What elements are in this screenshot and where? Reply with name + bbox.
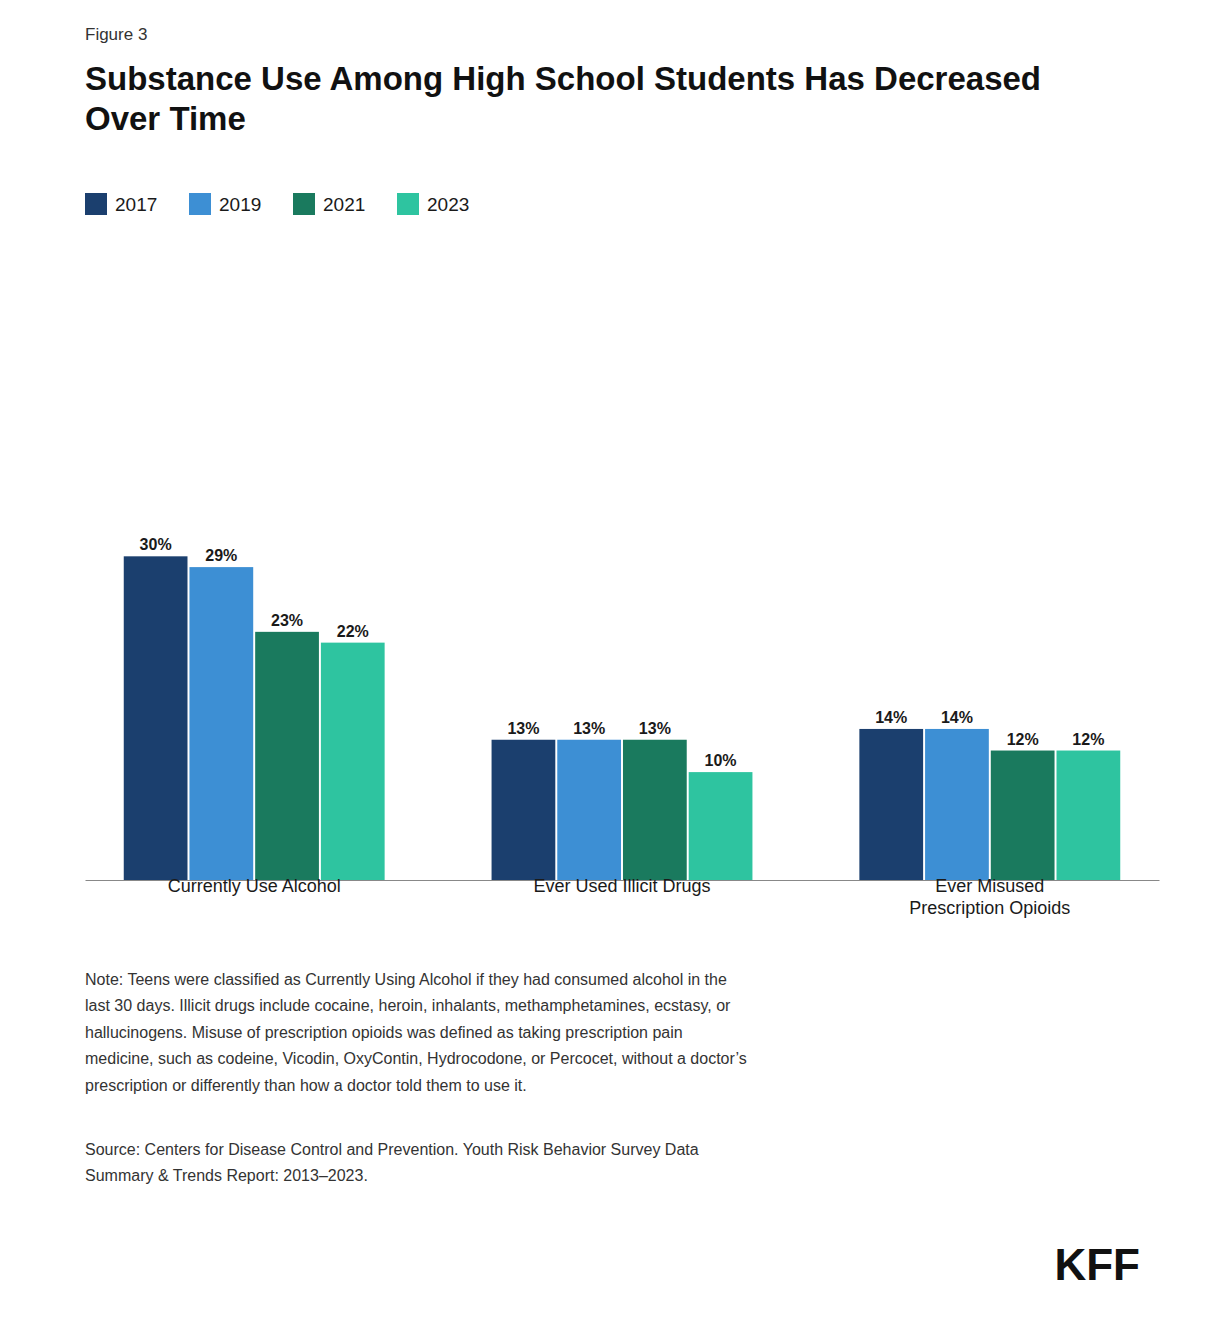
bar (859, 729, 923, 880)
legend-swatch (293, 193, 315, 215)
data-label: 13% (507, 720, 539, 737)
data-label: 22% (337, 623, 369, 640)
text-line: Ever Used Illicit Drugs (533, 876, 710, 896)
legend-label: 2023 (427, 194, 469, 215)
text-line: Ever Misused (935, 876, 1044, 896)
text-line: Over Time (85, 100, 246, 137)
data-labels: 30% 13% 14% 29% 13% 14% 23% 13% 12% 22% 10% 12% (140, 536, 1105, 769)
x-tick: Ever Used Illicit Drugs (533, 876, 710, 896)
legend-item: 2019 (189, 193, 261, 215)
text-line: last 30 days. Illicit drugs include coca… (85, 997, 731, 1014)
figure-label: Figure 3 (85, 25, 147, 44)
bar (321, 643, 385, 880)
source: Source: Centers for Disease Control and … (85, 1141, 699, 1184)
title: Substance Use Among High School Students… (85, 60, 1041, 137)
legend-item: 2021 (293, 193, 365, 215)
data-label: 13% (639, 720, 671, 737)
text-line: medicine, such as codeine, Vicodin, OxyC… (85, 1050, 747, 1067)
legend-swatch (397, 193, 419, 215)
legend-swatch (189, 193, 211, 215)
data-label: 13% (573, 720, 605, 737)
text-line: Substance Use Among High School Students… (85, 60, 1041, 97)
legend-label: 2017 (115, 194, 157, 215)
x-tick-label: Currently Use Alcohol (168, 876, 341, 896)
data-label: 12% (1007, 731, 1039, 748)
x-axis: Currently Use Alcohol Ever Used Illicit D… (86, 876, 1160, 918)
data-label: 29% (205, 547, 237, 564)
data-label: 14% (875, 709, 907, 726)
bars (124, 556, 1120, 880)
x-tick-label: Ever MisusedPrescription Opioids (909, 876, 1070, 918)
text-line: Currently Use Alcohol (168, 876, 341, 896)
data-label: 30% (140, 536, 172, 553)
plot: 30% 13% 14% 29% 13% 14% 23% 13% 12% 22% 10% 12% Curr… (86, 536, 1160, 917)
data-label: 23% (271, 612, 303, 629)
note: Note: Teens were classified as Currently… (85, 971, 747, 1094)
data-label: 14% (941, 709, 973, 726)
data-label: 12% (1072, 731, 1104, 748)
text-line: Prescription Opioids (909, 898, 1070, 918)
legend-item: 2017 (85, 193, 157, 215)
bar (623, 740, 687, 880)
bar (689, 772, 753, 880)
text-line: Note: Teens were classified as Currently… (85, 971, 727, 988)
chart: Figure 3 Substance Use Among High School … (0, 0, 1220, 1318)
bar (991, 751, 1055, 880)
text-line: prescription or differently than how a d… (85, 1077, 527, 1094)
legend-item: 2023 (397, 193, 469, 215)
x-tick: Ever MisusedPrescription Opioids (909, 876, 1070, 918)
bar (492, 740, 556, 880)
bar (925, 729, 989, 880)
legend-label: 2021 (323, 194, 365, 215)
bar (255, 632, 319, 880)
bar (124, 556, 188, 880)
x-tick-label: Ever Used Illicit Drugs (533, 876, 710, 896)
bar (189, 567, 253, 880)
bar (557, 740, 621, 880)
data-label: 10% (705, 752, 737, 769)
legend-swatch (85, 193, 107, 215)
text-line: hallucinogens. Misuse of prescription op… (85, 1024, 683, 1041)
text-line: Summary & Trends Report: 2013–2023. (85, 1167, 368, 1184)
text-line: Source: Centers for Disease Control and … (85, 1141, 699, 1158)
bar (1057, 751, 1121, 880)
x-tick: Currently Use Alcohol (168, 876, 341, 896)
logo: KFF (1054, 1240, 1140, 1289)
legend-label: 2019 (219, 194, 261, 215)
legend: 2017 2019 2021 2023 (85, 193, 469, 215)
